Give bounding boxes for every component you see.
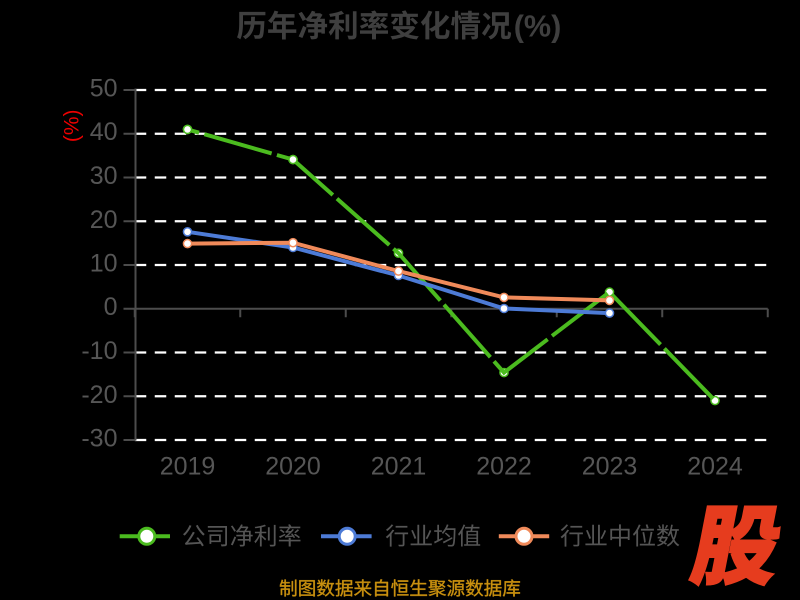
svg-text:-30: -30 (81, 425, 117, 453)
svg-text:10: 10 (90, 250, 118, 278)
svg-text:30: 30 (90, 162, 118, 190)
svg-text:0: 0 (104, 293, 118, 321)
svg-text:-10: -10 (81, 337, 117, 365)
svg-text:(%): (%) (514, 10, 562, 44)
svg-text:(%): (%) (60, 109, 83, 142)
svg-text:2020: 2020 (265, 452, 321, 480)
svg-text:2021: 2021 (371, 452, 427, 480)
svg-text:-20: -20 (81, 381, 117, 409)
svg-text:2023: 2023 (582, 452, 638, 480)
svg-text:2019: 2019 (160, 452, 216, 480)
svg-text:2024: 2024 (687, 452, 743, 480)
svg-text:50: 50 (90, 75, 118, 103)
svg-text:40: 40 (90, 118, 118, 146)
svg-text:20: 20 (90, 206, 118, 234)
svg-text:2022: 2022 (476, 452, 532, 480)
